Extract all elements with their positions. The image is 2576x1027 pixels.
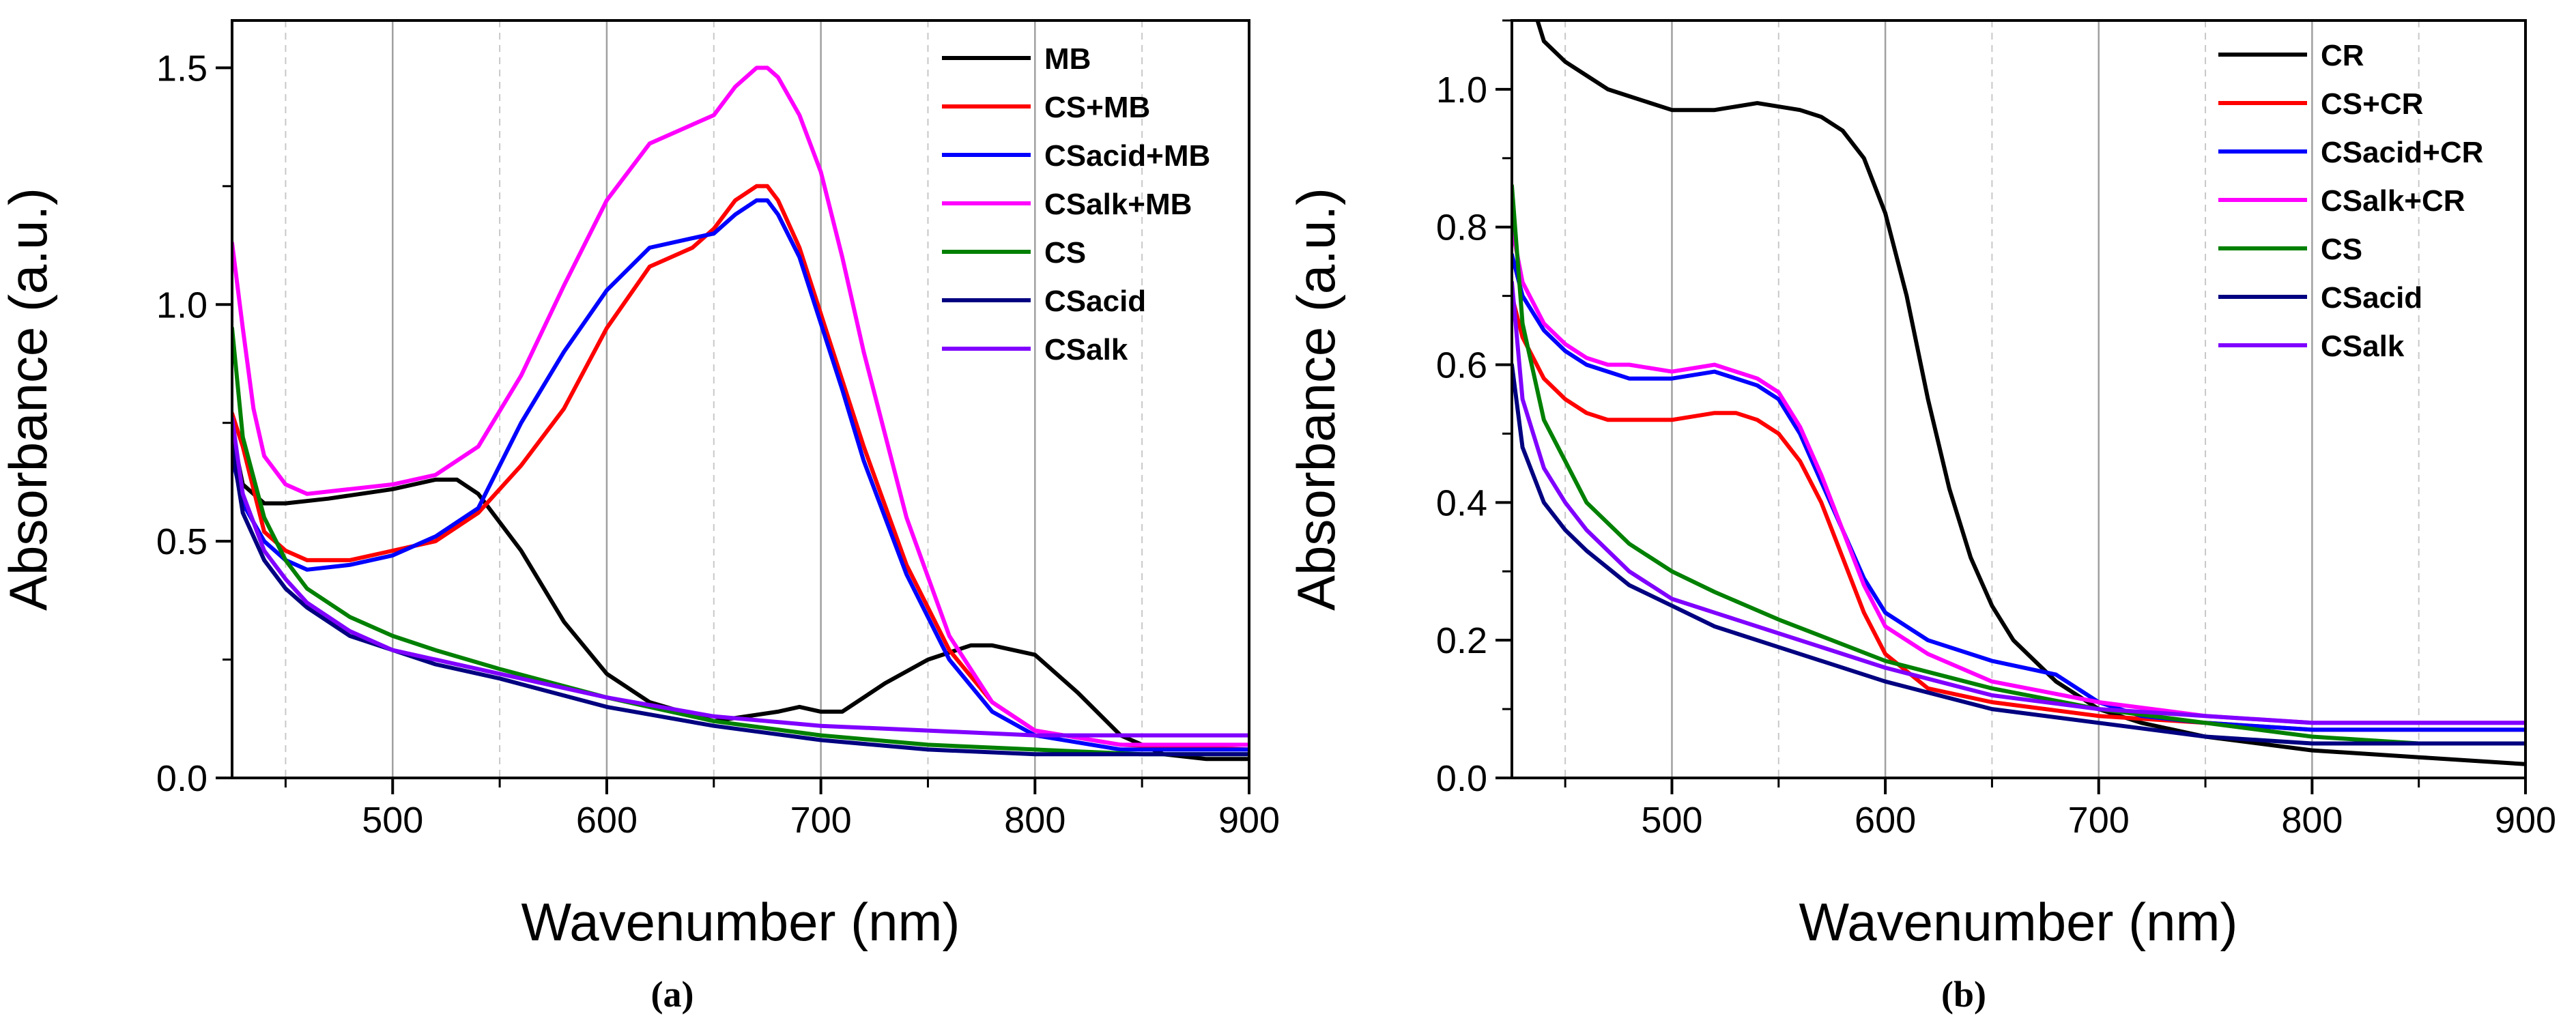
x-tick-label: 800	[2281, 800, 2343, 841]
legend-label: CSalk	[2321, 330, 2405, 363]
legend-label: CSacid+MB	[1044, 139, 1210, 173]
y-tick-label: 1.0	[1436, 70, 1487, 111]
legend: MB CS+MB CSacid+MB CSalk+MB CS CSacid CSalk	[942, 42, 1210, 366]
series-line-csacid-cr	[1512, 252, 2525, 732]
series-line-csalk	[1512, 280, 2525, 725]
x-tick-label: 900	[2495, 800, 2556, 841]
x-tick-label: 600	[1855, 800, 1916, 841]
panel-caption: (a)	[651, 974, 694, 1015]
legend-label: CS	[1044, 236, 1086, 270]
plot-frame	[231, 19, 1250, 779]
series-group	[232, 66, 1249, 762]
series-line-csacid	[232, 444, 1249, 757]
legend-label: CR	[2321, 39, 2364, 72]
legend-label: CS	[2321, 233, 2362, 266]
y-tick-label: 0.2	[1436, 620, 1487, 661]
y-tick-label: 0.8	[1436, 207, 1487, 248]
legend-label: CS+MB	[1044, 91, 1150, 124]
legend-label: CSalk+MB	[1044, 188, 1192, 221]
legend-label: CSalk+CR	[2321, 184, 2465, 218]
legend: CR CS+CR CSacid+CR CSalk+CR CS CSacid CSalk	[2218, 39, 2483, 363]
y-tick-label: 0.5	[156, 521, 207, 562]
x-tick-label: 700	[790, 800, 852, 841]
chart-panel-b: 500 600 700 800 900 0.0 0.2 0.4 0.6 0.8 1.0 Wavenum…	[1286, 19, 2556, 1015]
legend-label: CSacid	[2321, 281, 2422, 315]
legend-label: MB	[1044, 42, 1091, 76]
x-tick-label: 900	[1218, 800, 1280, 841]
x-tick-label: 500	[1641, 800, 1702, 841]
y-tick-label: 0.0	[1436, 758, 1487, 799]
x-tick-label: 500	[362, 800, 423, 841]
y-tick-label: 0.0	[156, 758, 207, 799]
panel-caption: (b)	[1941, 974, 1986, 1015]
legend-label: CSacid+CR	[2321, 136, 2483, 169]
legend-label: CS+CR	[2321, 87, 2423, 121]
chart-panel-a: 500 600 700 800 900 0.0 0.5 1.0 1.5 Wavenumber (n…	[0, 19, 1280, 1015]
series-line-csalk	[232, 416, 1249, 738]
legend-label: CSacid	[1044, 285, 1146, 318]
series-line-csacid	[1512, 362, 2525, 746]
series-group	[1512, 20, 2525, 766]
x-tick-label: 800	[1004, 800, 1065, 841]
series-line-cs-cr	[1512, 293, 2525, 732]
x-tick-label: 600	[576, 800, 638, 841]
series-line-cs-mb	[232, 184, 1249, 752]
legend-label: CSalk	[1044, 333, 1128, 366]
y-axis-label: Absorbance (a.u.)	[1286, 188, 1346, 611]
y-tick-label: 1.5	[156, 48, 207, 89]
series-line-csalk-cr	[1512, 225, 2525, 725]
plot-frame	[1511, 19, 2527, 779]
y-axis-label: Absorbance (a.u.)	[0, 188, 58, 611]
y-tick-label: 0.4	[1436, 482, 1487, 523]
series-line-csalk-mb	[232, 66, 1249, 747]
series-line-csacid-mb	[232, 198, 1249, 752]
series-line-cs	[232, 326, 1249, 757]
y-tick-label: 1.0	[156, 285, 207, 326]
x-axis-label: Wavenumber (nm)	[521, 892, 960, 952]
y-tick-label: 0.6	[1436, 345, 1487, 386]
series-line-mb	[232, 430, 1249, 762]
x-tick-label: 700	[2068, 800, 2130, 841]
series-line-cs	[1512, 184, 2525, 746]
series-line-cr	[1535, 20, 2525, 766]
x-axis-label: Wavenumber (nm)	[1799, 892, 2238, 952]
